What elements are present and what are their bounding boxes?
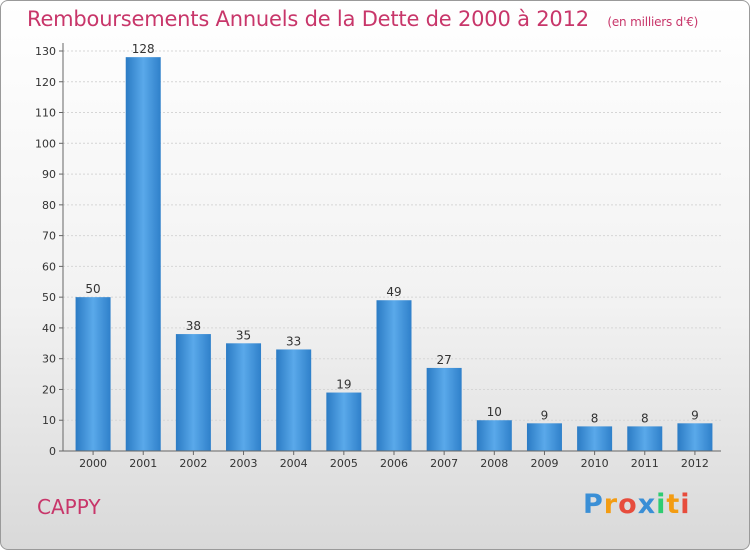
bar-2010: [577, 426, 613, 451]
x-tick-label: 2011: [631, 457, 659, 470]
data-label: 19: [336, 378, 351, 392]
logo-letter: i: [656, 489, 667, 520]
x-tick-label: 2000: [79, 457, 107, 470]
x-tick-label: 2008: [480, 457, 508, 470]
data-label: 33: [286, 334, 301, 348]
data-label: 9: [691, 408, 699, 422]
x-tick-label: 2003: [230, 457, 258, 470]
x-tick-label: 2007: [430, 457, 458, 470]
bar-2007: [426, 367, 462, 451]
bar-2004: [276, 349, 312, 451]
chart-title: Remboursements Annuels de la Dette de 20…: [27, 7, 698, 31]
chart-unit: (en milliers d'€): [607, 15, 699, 29]
data-label: 8: [641, 411, 649, 425]
data-label: 49: [386, 285, 401, 299]
y-tick-labels: 0 10 20 30 40 50 60 70 80 90 100 110 120 130: [35, 45, 56, 458]
bar-2009: [526, 423, 562, 451]
bar-2000: [75, 297, 111, 451]
y-tick-label: 110: [35, 107, 56, 120]
y-tick-label: 30: [42, 353, 56, 366]
chart-title-text: Remboursements Annuels de la Dette de 20…: [27, 7, 589, 31]
data-label: 38: [186, 319, 201, 333]
data-label: 35: [236, 328, 251, 342]
logo-letter: i: [680, 489, 691, 520]
bar-2008: [476, 420, 512, 451]
y-tick-label: 80: [42, 199, 56, 212]
data-label: 128: [132, 42, 155, 56]
y-tick-label: 40: [42, 322, 56, 335]
axes: [59, 43, 721, 455]
bar-2005: [326, 392, 362, 451]
y-tick-label: 70: [42, 230, 56, 243]
data-label: 8: [591, 411, 599, 425]
x-tick-label: 2012: [681, 457, 709, 470]
logo-letter: o: [618, 489, 638, 520]
y-tick-label: 100: [35, 137, 56, 150]
logo-letter: x: [637, 489, 657, 520]
x-tick-label: 2009: [530, 457, 558, 470]
bar-2002: [175, 334, 211, 451]
y-tick-label: 10: [42, 414, 56, 427]
data-label: 27: [437, 353, 452, 367]
x-tick-labels: 2000 2001 2002 2003 2004 2005 2006 2007 2008 2009…: [79, 457, 709, 470]
commune-name: CAPPY: [37, 495, 101, 519]
logo-letter: P: [583, 489, 604, 520]
x-tick-label: 2005: [330, 457, 358, 470]
bar-2003: [226, 343, 262, 451]
y-tick-label: 120: [35, 76, 56, 89]
y-tick-label: 90: [42, 168, 56, 181]
data-label: 50: [85, 282, 100, 296]
y-tick-label: 60: [42, 260, 56, 273]
x-tick-label: 2010: [581, 457, 609, 470]
bars: [75, 57, 713, 452]
data-labels: 50 128 38 35 33 19 49 27 10 9 8 8 9: [85, 42, 698, 425]
y-tick-label: 20: [42, 383, 56, 396]
x-tick-label: 2006: [380, 457, 408, 470]
bar-2012: [677, 423, 713, 451]
logo-letter: r: [603, 489, 619, 520]
data-label: 10: [487, 405, 502, 419]
data-label: 9: [541, 408, 549, 422]
proxiti-logo: Proxiti: [583, 489, 691, 520]
bar-2006: [376, 300, 412, 451]
bar-2011: [627, 426, 663, 451]
x-tick-label: 2001: [129, 457, 157, 470]
y-tick-label: 50: [42, 291, 56, 304]
x-tick-label: 2004: [280, 457, 308, 470]
y-tick-label: 0: [49, 445, 56, 458]
y-tick-label: 130: [35, 45, 56, 58]
logo-letter: t: [666, 489, 681, 520]
x-tick-label: 2002: [179, 457, 207, 470]
bar-2001: [125, 57, 161, 452]
